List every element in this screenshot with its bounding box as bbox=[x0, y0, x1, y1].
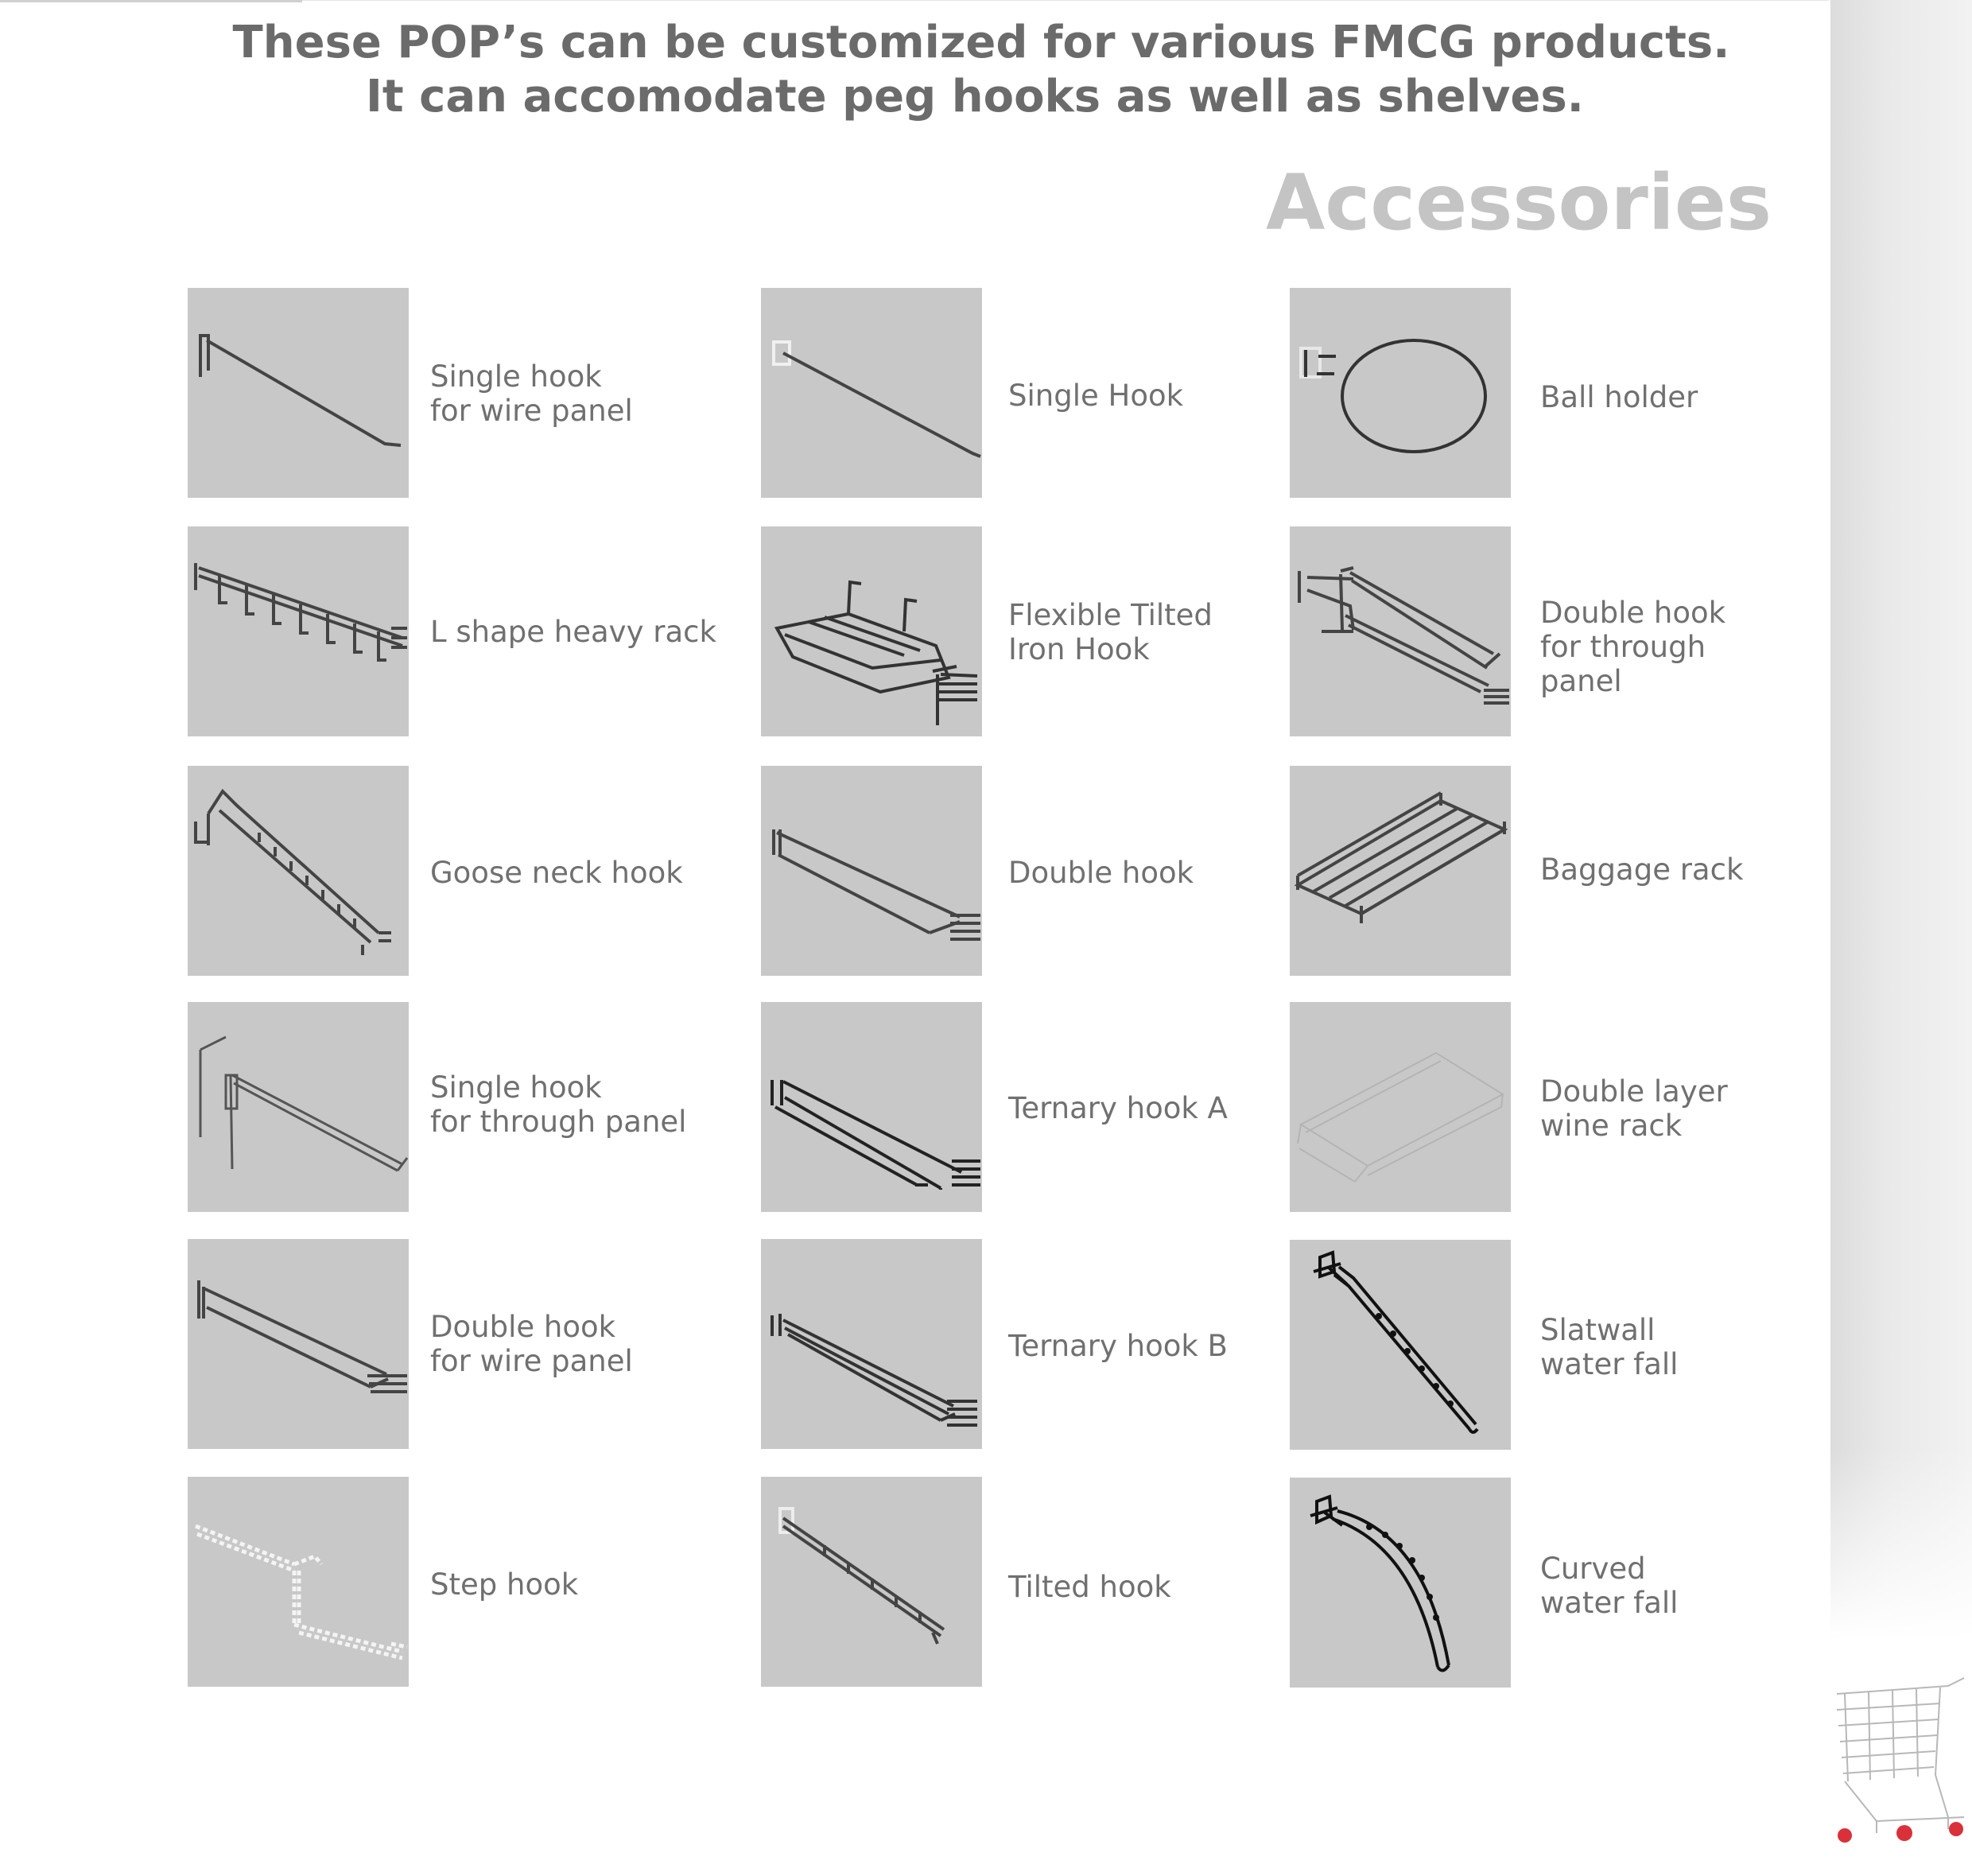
single-hook-wire-panel-image bbox=[188, 288, 409, 498]
single-hook-through-panel-label: Single hook for through panel bbox=[430, 1070, 687, 1139]
curved-water-fall-icon bbox=[1310, 1494, 1450, 1672]
ternary-hook-b-image bbox=[761, 1239, 982, 1449]
tilted-hook-label: Tilted hook bbox=[1008, 1570, 1171, 1604]
double-hook-icon bbox=[197, 1280, 407, 1393]
double-hook-wire-panel-label: Double hook for wire panel bbox=[430, 1310, 633, 1378]
top-rule-thin bbox=[302, 0, 1829, 1]
single-hook-icon bbox=[199, 334, 402, 447]
single-hook-label: Single Hook bbox=[1008, 379, 1184, 413]
curved-water-fall-image bbox=[1290, 1478, 1511, 1688]
goose-neck-hook-image bbox=[188, 766, 409, 976]
ball-holder-image bbox=[1290, 288, 1511, 498]
double-layer-wine-rack-label: Double layer wine rack bbox=[1540, 1074, 1728, 1143]
baggage-rack-label: Baggage rack bbox=[1540, 853, 1744, 887]
slatwall-water-fall-image bbox=[1290, 1240, 1511, 1450]
section-title: Accessories bbox=[1266, 158, 1772, 247]
goose-neck-hook-label: Goose neck hook bbox=[430, 856, 683, 890]
side-panel-fade bbox=[1830, 1447, 1972, 1876]
headline-line-1: These POP’s can be customized for variou… bbox=[232, 17, 1730, 68]
l-shape-heavy-rack-image bbox=[188, 526, 409, 736]
baggage-rack-icon bbox=[1294, 791, 1508, 923]
l-shape-rack-icon bbox=[194, 563, 407, 662]
baggage-rack-image bbox=[1290, 766, 1511, 976]
double-hook-through-panel-icon bbox=[1298, 566, 1509, 705]
step-hook-icon bbox=[195, 1524, 408, 1660]
double-hook-label: Double hook bbox=[1008, 856, 1194, 890]
ternary-hook-a-image bbox=[761, 1002, 982, 1212]
top-rule bbox=[0, 0, 302, 2]
double-hook-icon bbox=[772, 829, 980, 941]
ternary-hook-b-label: Ternary hook B bbox=[1008, 1329, 1228, 1363]
step-hook-image bbox=[188, 1477, 409, 1687]
ternary-hook-icon bbox=[771, 1314, 977, 1427]
goose-neck-hook-icon bbox=[194, 788, 391, 955]
wine-rack-icon bbox=[1297, 1051, 1505, 1183]
single-hook-through-panel-icon bbox=[199, 1035, 409, 1172]
tilted-hook-icon bbox=[778, 1507, 945, 1645]
headline-line-2: It can accomodate peg hooks as well as s… bbox=[366, 71, 1584, 122]
shopping-cart-icon bbox=[1836, 1677, 1965, 1843]
flexible-tilted-iron-hook-image bbox=[761, 526, 982, 736]
double-hook-image bbox=[761, 766, 982, 976]
double-layer-wine-rack-image bbox=[1290, 1002, 1511, 1212]
double-hook-through-panel-image bbox=[1290, 526, 1511, 736]
double-hook-wire-panel-image bbox=[188, 1239, 409, 1449]
curved-water-fall-label: Curved water fall bbox=[1540, 1552, 1679, 1620]
ball-holder-label: Ball holder bbox=[1540, 380, 1698, 414]
water-fall-icon bbox=[1313, 1250, 1479, 1434]
flexible-tilted-iron-hook-label: Flexible Tilted Iron Hook bbox=[1008, 598, 1213, 666]
tilted-iron-hook-icon bbox=[774, 580, 978, 725]
single-hook-image bbox=[761, 288, 982, 498]
step-hook-label: Step hook bbox=[430, 1567, 579, 1602]
double-hook-through-panel-label: Double hook for through panel bbox=[1540, 596, 1726, 698]
l-shape-heavy-rack-label: L shape heavy rack bbox=[430, 615, 716, 649]
tilted-hook-image bbox=[761, 1477, 982, 1687]
single-hook-through-panel-image bbox=[188, 1002, 409, 1212]
ternary-hook-icon bbox=[771, 1080, 980, 1190]
ternary-hook-a-label: Ternary hook A bbox=[1008, 1091, 1228, 1125]
single-hook-wire-panel-label: Single hook for wire panel bbox=[430, 359, 633, 428]
slatwall-water-fall-label: Slatwall water fall bbox=[1540, 1313, 1679, 1381]
single-hook-icon bbox=[772, 340, 981, 458]
ball-holder-icon bbox=[1299, 339, 1487, 453]
